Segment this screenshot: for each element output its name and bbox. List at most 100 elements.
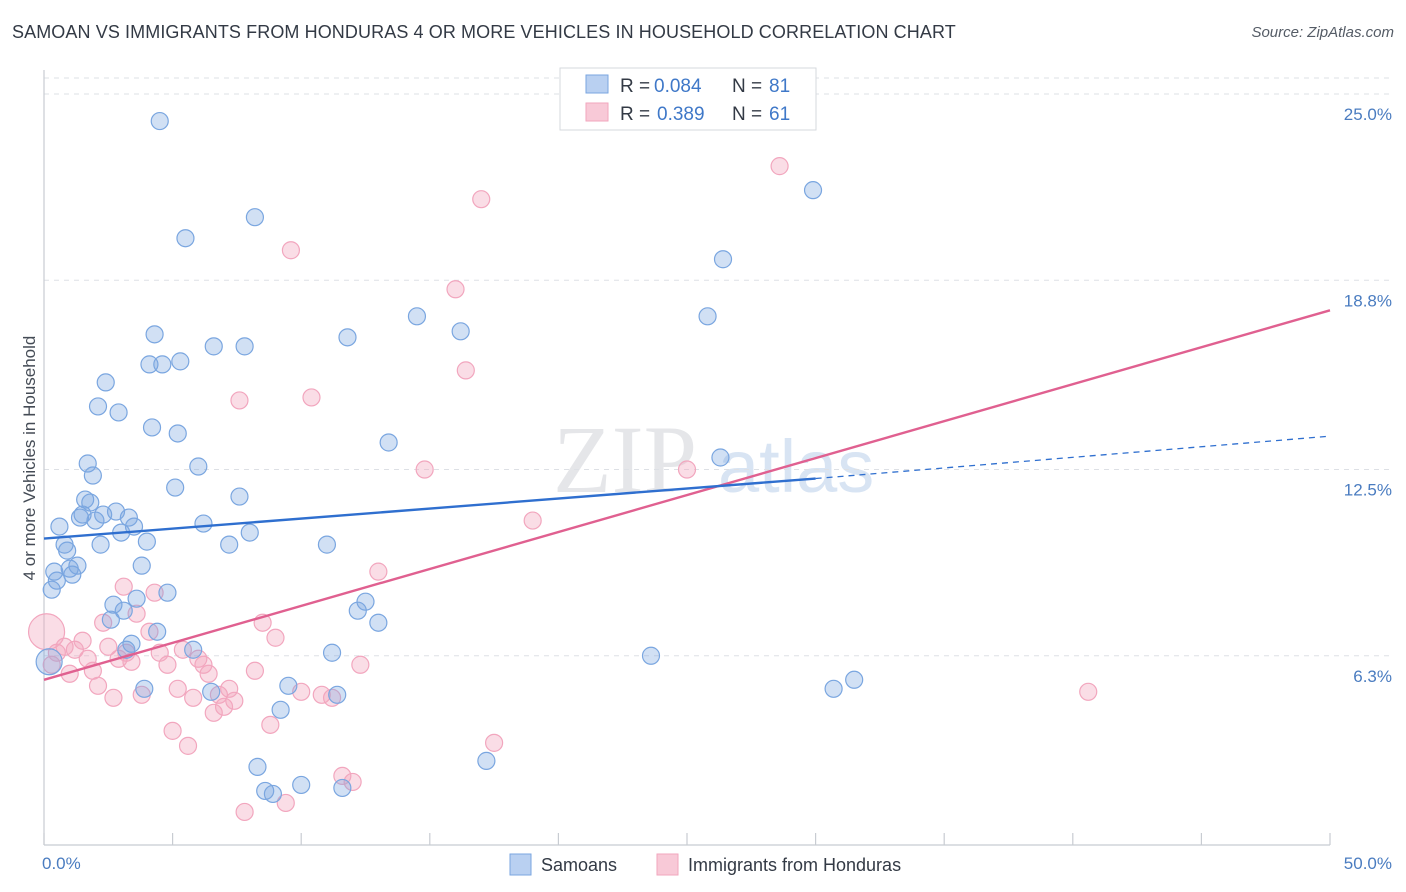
samoans-point-78: [803, 181, 823, 200]
legend-swatch-samoans: [585, 74, 609, 94]
samoans-point-38: [148, 622, 167, 641]
samoans-point-34: [137, 532, 156, 551]
samoans-point-75: [711, 448, 730, 467]
samoans-point-49: [202, 682, 221, 701]
y-tick-label-1: 12.5%: [1344, 481, 1392, 500]
honduras-point-11: [99, 637, 118, 656]
chart-title: SAMOAN VS IMMIGRANTS FROM HONDURAS 4 OR …: [12, 22, 956, 42]
samoans-point-24: [109, 403, 128, 422]
honduras-point-22: [158, 655, 177, 674]
samoans-point-1: [42, 580, 61, 599]
legend-top: R = 0.084 N = 81 R = 0.389 N = 61: [559, 67, 817, 131]
samoans-point-28: [119, 508, 138, 527]
honduras-point-46: [312, 685, 331, 704]
samoans-point-54: [240, 523, 259, 542]
honduras-point-55: [472, 190, 491, 209]
legend-n-value-1: 81: [769, 76, 790, 97]
samoans-point-45: [176, 229, 195, 248]
samoans-point-77: [698, 307, 717, 326]
honduras-point-56: [485, 733, 504, 752]
honduras-point-16: [122, 652, 141, 671]
honduras-point-29: [194, 655, 213, 674]
samoans-point-18: [91, 535, 110, 554]
honduras-point-40: [261, 715, 280, 734]
samoans-point-13: [78, 454, 97, 473]
honduras-point-25: [173, 640, 192, 659]
samoans-point-21: [101, 610, 120, 629]
legend-r-value-1: 0.084: [654, 76, 702, 97]
samoans-point-12: [76, 490, 95, 509]
samoans-point-47: [189, 457, 208, 476]
bottom-legend-swatch-honduras: [656, 853, 679, 876]
honduras-point-43: [281, 241, 301, 260]
honduras-point-41: [266, 628, 285, 647]
samoans-point-72: [451, 322, 470, 341]
samoans-point-60: [279, 676, 298, 695]
watermark: ZIP atlas: [553, 406, 874, 513]
samoans-point-61: [292, 775, 311, 795]
samoans-point-80: [845, 670, 864, 689]
samoans-point-43: [168, 424, 187, 443]
samoans-point-14: [81, 493, 100, 512]
x-axis-ticks: [43, 833, 1331, 845]
legend-swatch-honduras: [585, 102, 609, 122]
samoans-point-68: [356, 592, 375, 611]
samoans-point-41: [158, 583, 177, 602]
honduras-point-38: [245, 661, 265, 680]
samoans-point-65: [333, 778, 352, 798]
samoans-point-36: [142, 418, 162, 437]
honduras-point-3: [55, 637, 74, 656]
samoans-point-73: [477, 751, 496, 770]
samoans-point-10: [70, 508, 90, 527]
honduras-point-36: [230, 391, 249, 410]
honduras-point-20: [145, 583, 164, 602]
samoans-point-62: [317, 535, 337, 554]
samoans-point-33: [135, 679, 154, 698]
samoans-point-69: [369, 613, 388, 632]
honduras-point-26: [178, 736, 198, 755]
honduras-point-31: [204, 703, 223, 722]
source-credit: Source: ZipAtlas.com: [1251, 24, 1394, 41]
samoans-points: [35, 111, 864, 804]
honduras-point-57: [523, 511, 542, 530]
honduras-point-19: [140, 622, 159, 641]
samoans-point-53: [235, 337, 254, 356]
legend-n-value-2: 61: [769, 104, 790, 125]
samoans-point-37: [145, 325, 164, 344]
x-tick-label-1: 50.0%: [1344, 854, 1392, 873]
samoans-point-31: [127, 589, 146, 608]
samoans-point-51: [220, 535, 239, 554]
samoans-point-3: [47, 571, 66, 590]
watermark-atlas: atlas: [718, 425, 874, 508]
honduras-point-45: [302, 388, 321, 407]
legend-r-label-2: R =: [620, 104, 650, 125]
samoans-point-0: [35, 648, 63, 676]
samoans-point-59: [271, 700, 290, 719]
honduras-point-59: [770, 157, 789, 176]
samoans-point-79: [824, 679, 843, 698]
legend-n-label-1: N =: [732, 76, 762, 97]
legend-r-label-1: R =: [620, 76, 650, 97]
honduras-point-53: [446, 280, 465, 299]
samoans-point-39: [150, 111, 169, 131]
samoans-point-50: [204, 337, 223, 356]
honduras-point-33: [214, 697, 234, 716]
samoans-point-56: [248, 757, 267, 776]
bottom-legend-samoans: Samoans: [541, 855, 617, 875]
samoans-point-22: [104, 595, 123, 614]
samoans-point-29: [122, 634, 141, 653]
trend-lines: [43, 309, 1331, 681]
samoans-point-71: [407, 307, 427, 326]
samoans-point-74: [641, 646, 661, 665]
watermark-zip: ZIP: [553, 406, 697, 513]
samoans-point-70: [379, 433, 398, 452]
honduras-point-34: [220, 679, 239, 698]
honduras-point-50: [351, 655, 370, 674]
samoans-point-48: [194, 514, 213, 533]
samoans-point-35: [140, 355, 159, 374]
samoans-point-64: [328, 685, 347, 704]
samoans-point-15: [83, 466, 102, 485]
samoans-point-44: [171, 352, 190, 371]
legend-r-value-2: 0.389: [657, 104, 705, 125]
x-tick-labels: 0.0% 50.0%: [42, 854, 1392, 873]
